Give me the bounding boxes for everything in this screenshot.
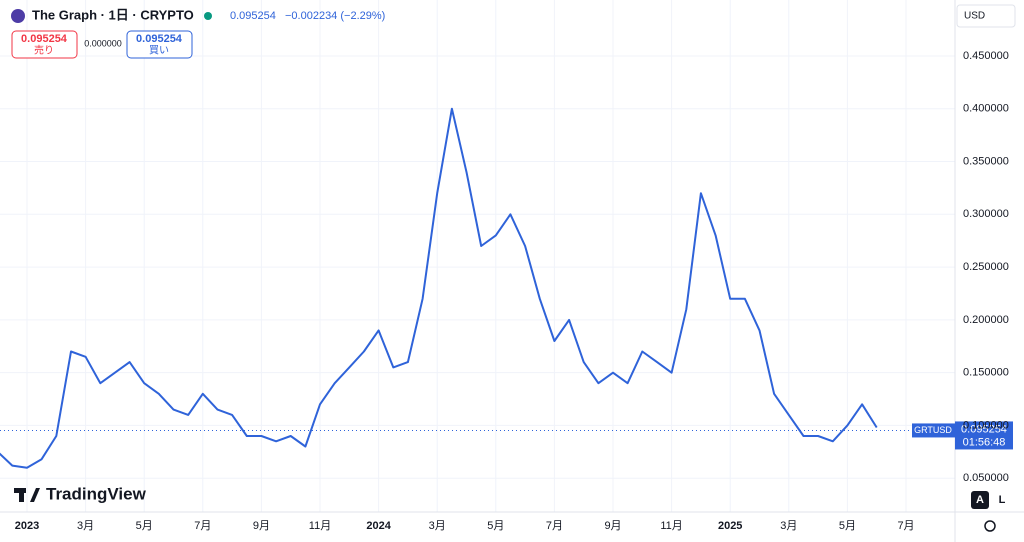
sell-price[interactable]: 0.095254 xyxy=(21,33,68,45)
x-tick-label: 9月 xyxy=(253,520,270,532)
x-tick-label: 3月 xyxy=(429,520,446,532)
y-tick-label: 0.400000 xyxy=(963,103,1009,115)
chart-title: The Graph · 1日 · CRYPTO xyxy=(32,7,194,22)
log-label[interactable]: L xyxy=(999,494,1006,506)
y-tick-label: 0.200000 xyxy=(963,314,1009,326)
countdown: 01:56:48 xyxy=(963,436,1006,448)
spread: 0.000000 xyxy=(84,38,122,48)
price-line xyxy=(0,107,878,469)
currency[interactable]: USD xyxy=(964,11,985,22)
buy-box[interactable] xyxy=(126,30,193,59)
x-tick-label: 3月 xyxy=(77,520,94,532)
symbol-label: GRTUSD xyxy=(914,425,952,435)
x-tick-label: 2025 xyxy=(718,520,742,532)
x-tick-label: 11月 xyxy=(660,520,682,532)
sell-button[interactable]: 0.095254 売り xyxy=(11,30,78,59)
auto-label[interactable]: A xyxy=(976,494,984,506)
header-change: −0.002234 (−2.29%) xyxy=(285,10,385,22)
auto-button[interactable] xyxy=(971,491,989,509)
x-tick-label: 11月 xyxy=(309,520,331,532)
x-tick-label: 3月 xyxy=(780,520,797,532)
brand-mark xyxy=(30,488,40,502)
buy-button[interactable]: 0.095254 買い xyxy=(126,30,193,59)
buy-label[interactable]: 買い xyxy=(149,45,169,57)
logo xyxy=(11,9,25,23)
price-box xyxy=(955,421,1013,450)
settings-icon[interactable] xyxy=(984,520,996,532)
y-tick-label: 0.300000 xyxy=(963,208,1009,220)
symbol-box xyxy=(912,423,955,438)
y-tick-label: 0.350000 xyxy=(963,155,1009,167)
x-tick-label: 2024 xyxy=(366,520,391,532)
y-tick-label: 0.100000 xyxy=(963,419,1009,431)
x-tick-label: 5月 xyxy=(839,520,856,532)
x-tick-label: 7月 xyxy=(546,520,563,532)
buy-price[interactable]: 0.095254 xyxy=(136,33,183,45)
y-tick-label: 0.150000 xyxy=(963,367,1009,379)
brand-mark xyxy=(19,488,24,502)
sell-box[interactable] xyxy=(11,30,78,59)
y-tick-label: 0.250000 xyxy=(963,261,1009,273)
brand: TradingView xyxy=(14,484,147,503)
currency-box[interactable] xyxy=(956,4,1016,28)
y-tick-label: 0.050000 xyxy=(963,472,1009,484)
plot xyxy=(0,107,955,469)
grid xyxy=(0,0,955,512)
x-tick-label: 7月 xyxy=(897,520,914,532)
x-tick-label: 7月 xyxy=(194,520,211,532)
x-tick-label: 5月 xyxy=(136,520,153,532)
status-dot xyxy=(204,12,212,20)
x-tick-label: 5月 xyxy=(487,520,504,532)
x-tick-label: 9月 xyxy=(604,520,621,532)
y-tick-label: 0.450000 xyxy=(963,50,1009,62)
x-tick-label: 2023 xyxy=(15,520,39,532)
price-label: 0.095254 xyxy=(961,423,1007,435)
header-price: 0.095254 xyxy=(230,10,276,22)
brand-name: TradingView xyxy=(46,484,147,503)
sell-label[interactable]: 売り xyxy=(34,44,54,57)
